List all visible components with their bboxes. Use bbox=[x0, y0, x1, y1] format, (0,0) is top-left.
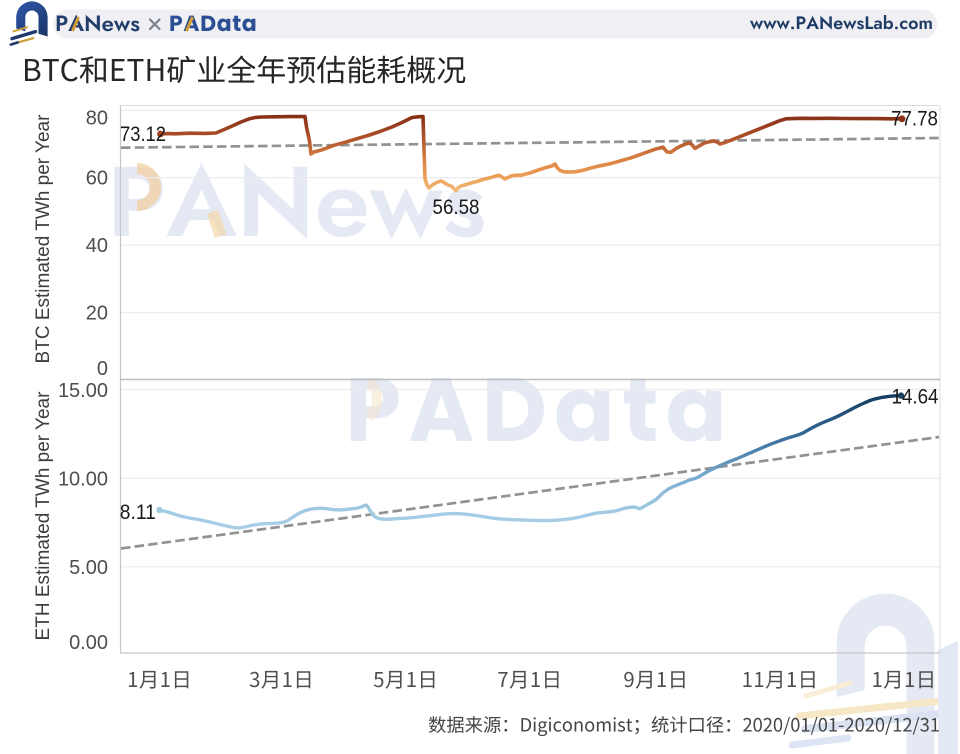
svg-text:BTC Estimated TWh per Year: BTC Estimated TWh per Year bbox=[33, 114, 54, 364]
svg-text:0.00: 0.00 bbox=[69, 632, 108, 654]
svg-text:56.58: 56.58 bbox=[433, 196, 480, 219]
svg-text:73.12: 73.12 bbox=[120, 123, 166, 146]
svg-text:80: 80 bbox=[86, 108, 108, 130]
svg-text:10.00: 10.00 bbox=[58, 469, 108, 491]
svg-text:15.00: 15.00 bbox=[58, 380, 108, 402]
svg-text:60: 60 bbox=[86, 168, 108, 190]
svg-text:20: 20 bbox=[86, 303, 108, 325]
svg-text:40: 40 bbox=[86, 235, 108, 257]
svg-text:5.00: 5.00 bbox=[69, 557, 108, 579]
svg-text:ETH Estimated TWh per Year: ETH Estimated TWh per Year bbox=[33, 391, 54, 641]
svg-text:14.64: 14.64 bbox=[892, 385, 939, 408]
svg-text:77.78: 77.78 bbox=[891, 108, 938, 131]
svg-text:8.11: 8.11 bbox=[120, 501, 156, 524]
svg-text:0: 0 bbox=[97, 358, 108, 380]
